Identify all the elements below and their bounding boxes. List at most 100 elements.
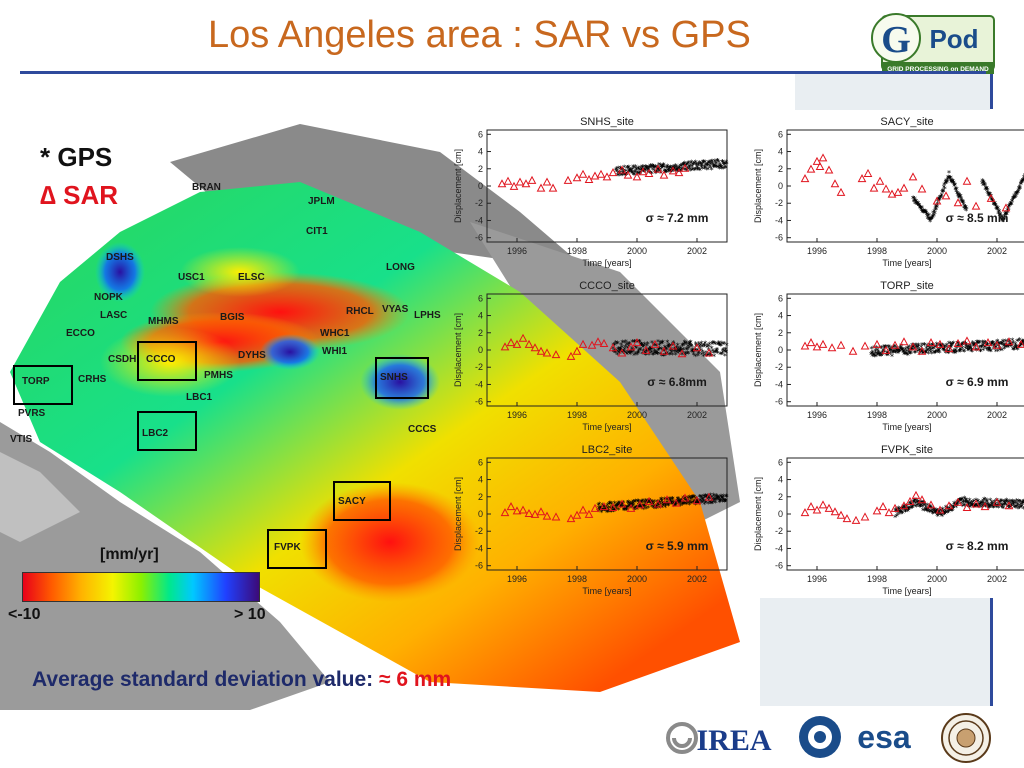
gps-point: *: [713, 499, 717, 508]
gps-point: *: [717, 341, 721, 350]
sar-point: [983, 338, 993, 347]
gps-point: *: [899, 346, 903, 355]
gps-point: *: [1016, 497, 1020, 506]
gps-point: *: [955, 498, 959, 507]
gps-point: *: [604, 507, 608, 516]
y-tick-label: 2: [778, 492, 783, 502]
gps-point: *: [995, 501, 999, 510]
gps-point: *: [1004, 344, 1008, 353]
gps-point: *: [973, 503, 977, 512]
gps-point: *: [898, 509, 902, 518]
gps-point: *: [879, 352, 883, 361]
gps-point: *: [666, 501, 670, 510]
gps-point: *: [723, 497, 727, 506]
gps-point: *: [960, 199, 964, 208]
gps-point: *: [982, 502, 986, 511]
gps-point: *: [917, 342, 921, 351]
sar-point: [971, 201, 981, 210]
gps-point: *: [900, 346, 904, 355]
gps-point: *: [661, 339, 665, 348]
gps-point: *: [696, 162, 700, 171]
gps-point: *: [925, 506, 929, 515]
gps-point: *: [890, 353, 894, 362]
gps-point: *: [992, 345, 996, 354]
gps-point: *: [923, 507, 927, 516]
gps-point: *: [985, 503, 989, 512]
gps-point: *: [709, 495, 713, 504]
gps-point: *: [629, 504, 633, 513]
gps-point: *: [1013, 343, 1017, 352]
gps-point: *: [704, 353, 708, 362]
gps-point: *: [1015, 337, 1019, 346]
gps-point: *: [904, 350, 908, 359]
gps-point: *: [669, 500, 673, 509]
gps-point: *: [940, 342, 944, 351]
sar-point: [542, 177, 552, 186]
y-tick-label: -2: [775, 526, 783, 536]
gpod-logo-word: Pod: [929, 24, 978, 54]
right-rule-top: [990, 74, 993, 109]
sar-point: [824, 503, 834, 512]
gps-point: *: [914, 200, 918, 209]
gps-point: *: [978, 501, 982, 510]
y-tick-label: 0: [478, 509, 483, 519]
gps-point: *: [674, 167, 678, 176]
gps-point: *: [615, 340, 619, 349]
gps-point: *: [1001, 341, 1005, 350]
gps-point: *: [1010, 198, 1014, 207]
gps-point: *: [711, 497, 715, 506]
gps-point: *: [931, 345, 935, 354]
gps-point: *: [1001, 338, 1005, 347]
gps-point: *: [653, 347, 657, 356]
gps-point: *: [1013, 194, 1017, 203]
gps-point: *: [932, 212, 936, 221]
gps-point: *: [944, 349, 948, 358]
gps-point: *: [657, 342, 661, 351]
map-site-label: SNHS: [380, 372, 408, 383]
gps-point: *: [718, 498, 722, 507]
gps-point: *: [1007, 203, 1011, 212]
gps-point: *: [956, 191, 960, 200]
gps-point: *: [715, 496, 719, 505]
gps-point: *: [1010, 497, 1014, 506]
gps-point: *: [659, 162, 663, 171]
gps-point: *: [955, 500, 959, 509]
gps-point: *: [689, 339, 693, 348]
sar-point: [872, 506, 882, 515]
gps-point: *: [643, 351, 647, 360]
gps-point: *: [1002, 498, 1006, 507]
gps-point: *: [1018, 185, 1022, 194]
gps-point: *: [616, 500, 620, 509]
gps-point: *: [951, 505, 955, 514]
gps-point: *: [939, 194, 943, 203]
gps-point: *: [1003, 501, 1007, 510]
gps-point: *: [1003, 500, 1007, 509]
gps-point: *: [901, 349, 905, 358]
gps-point: *: [668, 163, 672, 172]
gps-point: *: [980, 343, 984, 352]
sar-point: [632, 338, 642, 347]
gpod-logo: G Pod GRID PROCESSING on DEMAND: [871, 13, 995, 74]
sigma-label: σ ≈ 5.9 mm: [646, 539, 709, 553]
gps-point: *: [986, 192, 990, 201]
gps-point: *: [980, 338, 984, 347]
gps-point: *: [980, 499, 984, 508]
gps-point: *: [621, 350, 625, 359]
gps-point: *: [917, 202, 921, 211]
sar-point: [677, 349, 687, 358]
y-axis-label: Displacement [cm]: [753, 477, 763, 551]
gps-point: *: [623, 503, 627, 512]
gps-point: *: [932, 348, 936, 357]
sar-point: [548, 183, 558, 192]
gps-point: *: [720, 350, 724, 359]
plot-title: TORP_site: [880, 280, 934, 292]
y-tick-label: 4: [478, 475, 483, 485]
gps-point: *: [973, 343, 977, 352]
gps-point: *: [935, 203, 939, 212]
gps-point: *: [630, 345, 634, 354]
gps-point: *: [986, 347, 990, 356]
sar-point: [578, 169, 588, 178]
gps-point: *: [600, 506, 604, 515]
sar-point: [800, 341, 810, 350]
gps-point: *: [947, 348, 951, 357]
